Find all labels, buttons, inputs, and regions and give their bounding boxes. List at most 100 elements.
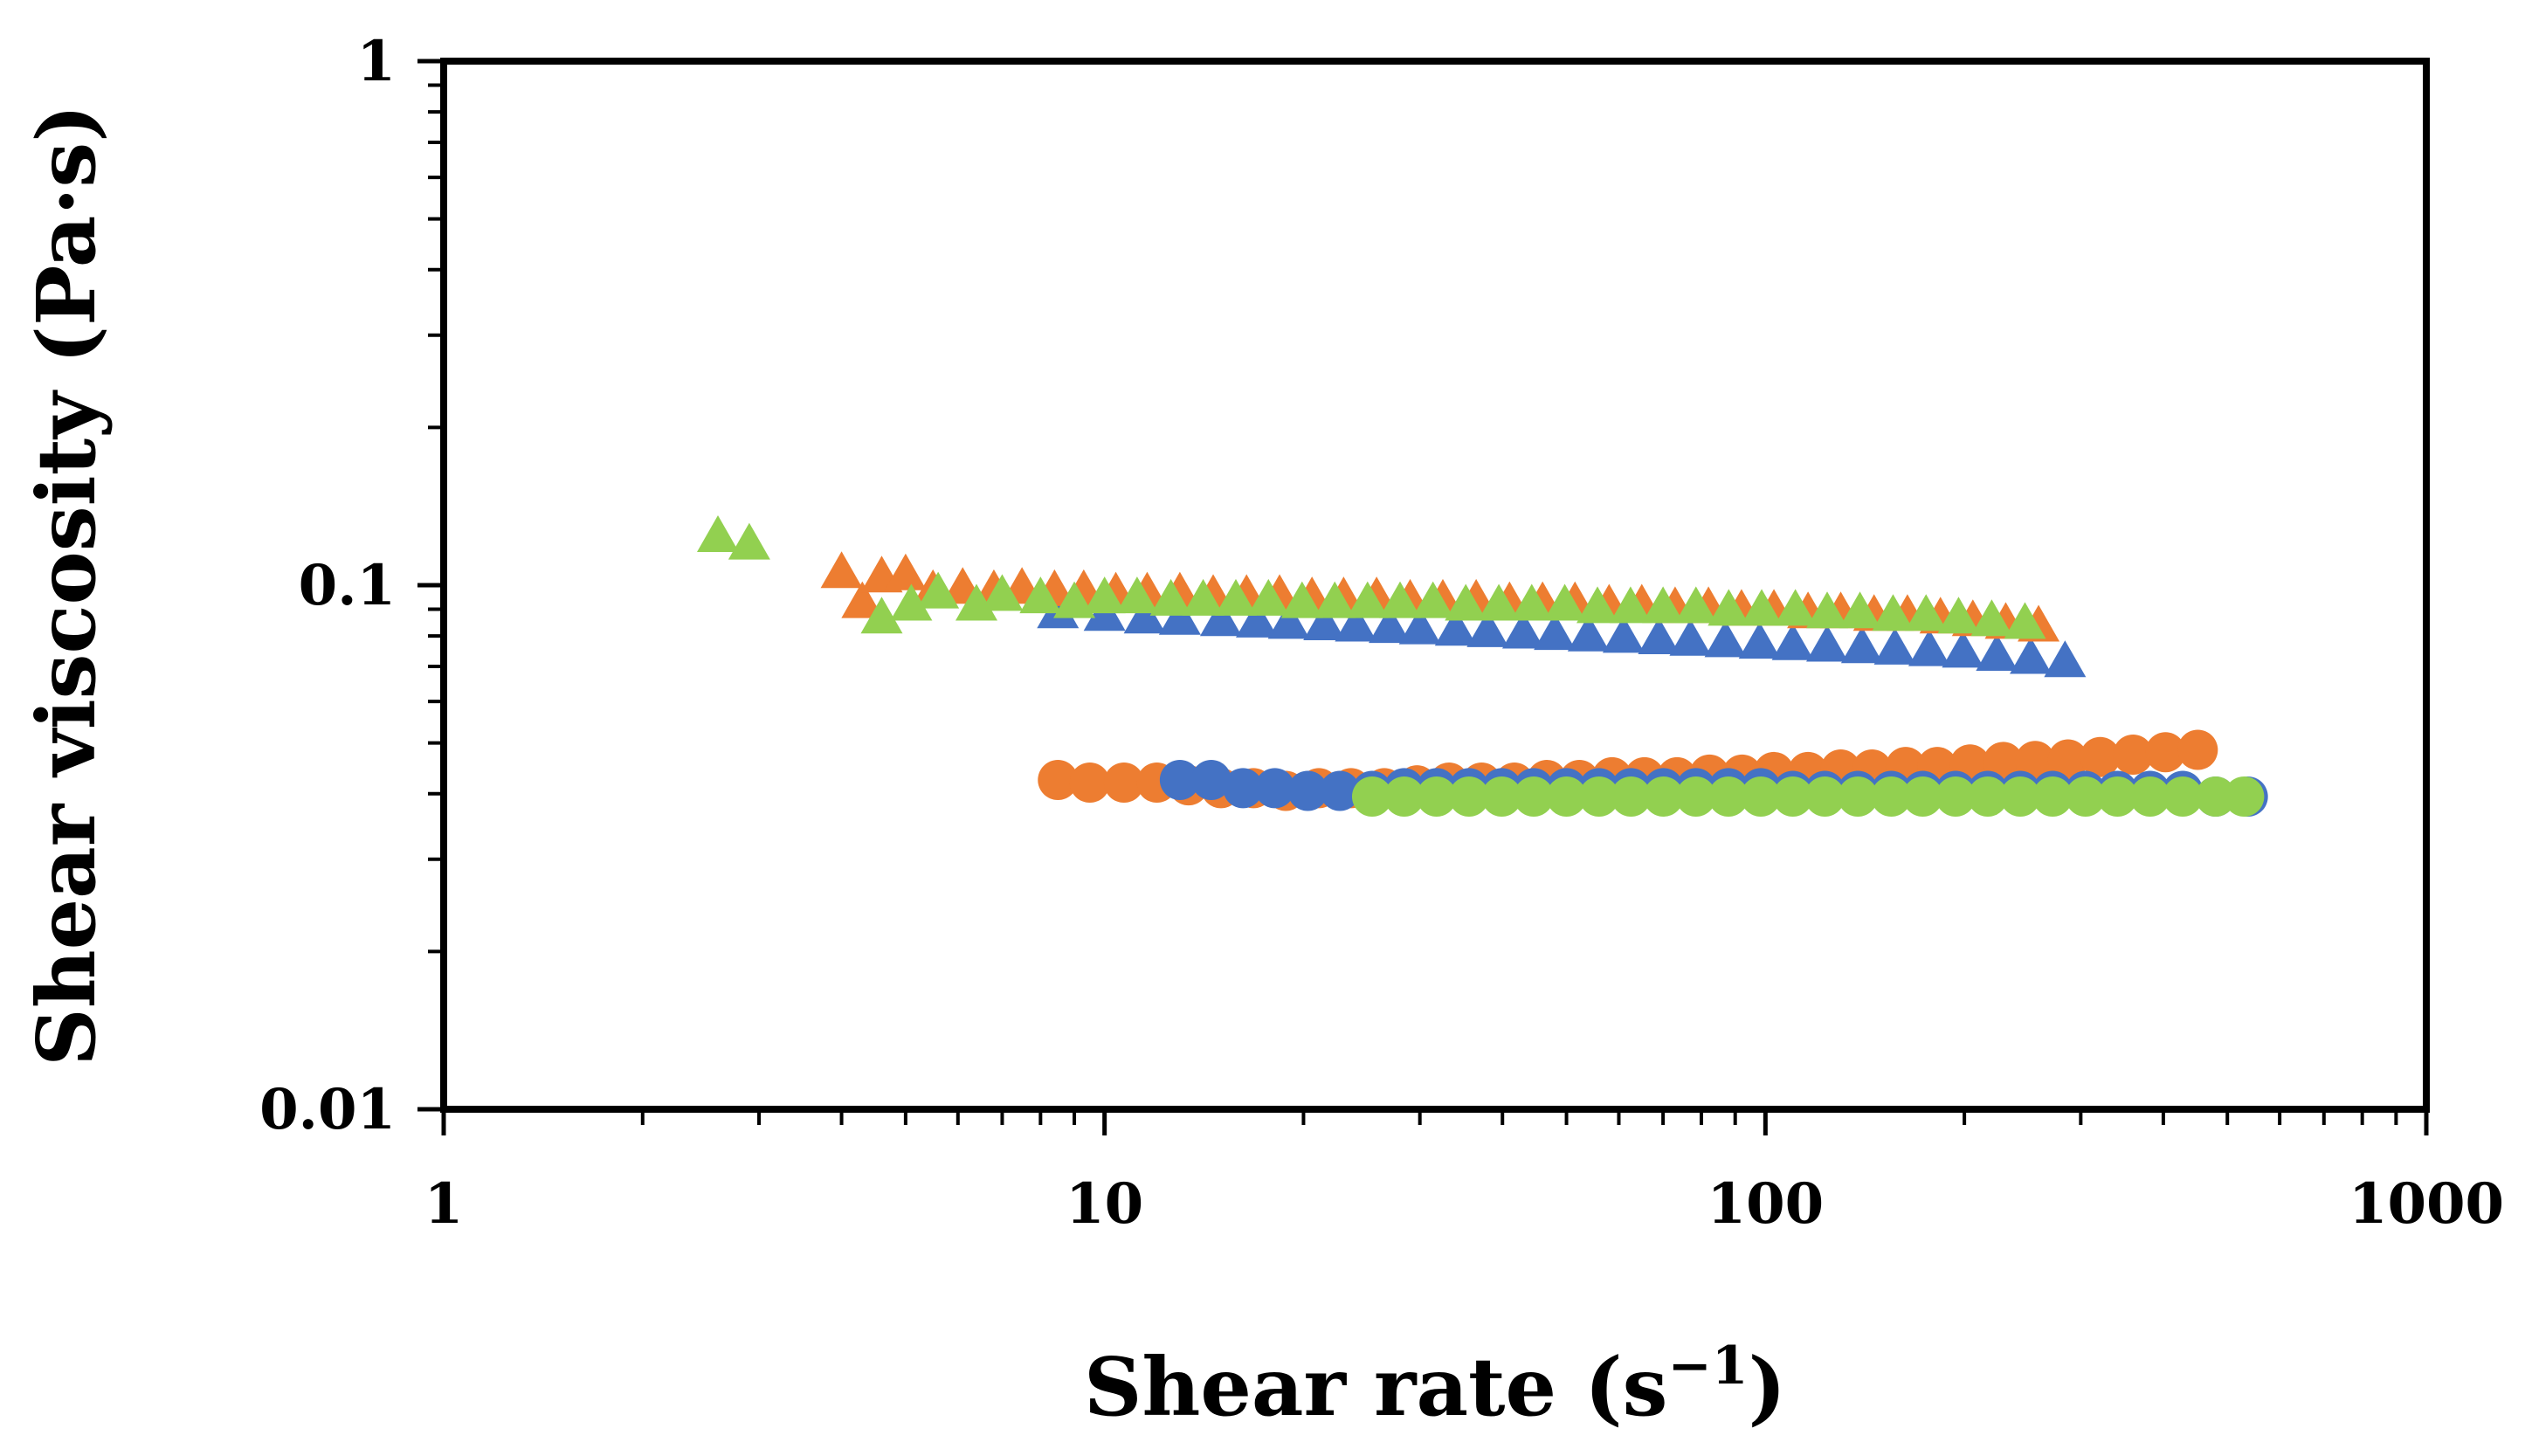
series-green-circles xyxy=(1351,776,2265,818)
triangle-marker xyxy=(1567,614,1610,652)
y-tick-label: 1 xyxy=(356,29,396,94)
triangle-marker xyxy=(820,551,863,589)
circle-marker xyxy=(1546,776,1587,818)
circle-marker xyxy=(1804,776,1845,818)
series-layer xyxy=(696,515,2268,818)
circle-marker xyxy=(2080,736,2121,777)
y-tick-label: 0.1 xyxy=(299,553,396,618)
triangle-marker xyxy=(2044,640,2087,678)
triangle-marker xyxy=(1771,623,1814,660)
circle-marker xyxy=(2177,729,2218,770)
circle-marker xyxy=(2224,776,2265,818)
circle-marker xyxy=(1190,759,1231,800)
circle-marker xyxy=(1320,770,1361,811)
circle-marker xyxy=(2195,776,2236,818)
triangle-marker xyxy=(1236,600,1279,638)
triangle-marker xyxy=(1158,597,1201,635)
circle-marker xyxy=(1481,776,1522,818)
triangle-marker xyxy=(1937,597,1980,634)
circle-marker xyxy=(1254,768,1295,809)
triangle-marker xyxy=(1602,616,1645,653)
triangle-marker xyxy=(1872,594,1914,631)
circle-marker xyxy=(1838,776,1879,818)
triangle-marker xyxy=(1314,581,1356,618)
triangle-marker xyxy=(884,553,927,590)
circle-marker xyxy=(1967,776,2008,818)
triangle-marker xyxy=(696,515,739,553)
series-green-triangles xyxy=(696,515,2046,639)
triangle-marker xyxy=(1669,618,1712,656)
triangle-marker xyxy=(1182,578,1225,616)
triangle-marker xyxy=(1741,589,1783,626)
x-tick-label: 1 xyxy=(424,1171,464,1237)
triangle-marker xyxy=(1873,627,1916,665)
circle-marker xyxy=(2113,734,2154,775)
triangle-marker xyxy=(1466,610,1509,647)
triangle-marker xyxy=(890,583,933,621)
triangle-marker xyxy=(1434,609,1477,646)
circle-marker xyxy=(2032,776,2073,818)
circle-marker xyxy=(1871,776,1912,818)
triangle-marker xyxy=(1199,599,1242,637)
triangle-marker xyxy=(1510,583,1553,621)
triangle-marker xyxy=(917,571,960,609)
series-blue-triangles xyxy=(1037,591,2087,678)
triangle-marker xyxy=(2010,637,2052,674)
triangle-marker xyxy=(1335,604,1377,642)
x-tick-label: 10 xyxy=(1066,1171,1143,1237)
x-tick-label: 1000 xyxy=(2349,1171,2504,1237)
circle-marker xyxy=(1103,763,1144,804)
circle-marker xyxy=(1772,776,1813,818)
circle-marker xyxy=(1223,768,1264,809)
triangle-marker xyxy=(1445,583,1487,621)
triangle-marker xyxy=(1115,576,1158,614)
circle-marker xyxy=(2000,776,2041,818)
triangle-marker xyxy=(1398,607,1441,645)
triangle-marker xyxy=(1346,581,1389,618)
triangle-marker xyxy=(1839,591,1881,629)
triangle-marker xyxy=(1411,581,1454,618)
triangle-marker xyxy=(1976,633,2018,671)
circle-marker xyxy=(1383,776,1425,818)
triangle-marker xyxy=(1970,599,2013,637)
y-axis-title: Shear viscosity (Pa·s) xyxy=(19,104,114,1066)
circle-marker xyxy=(1741,776,1782,818)
triangle-marker xyxy=(1840,626,1883,664)
circle-marker xyxy=(1578,776,1619,818)
triangle-marker xyxy=(1053,581,1096,618)
triangle-marker xyxy=(1501,611,1544,649)
triangle-marker xyxy=(1806,591,1849,629)
circle-marker xyxy=(2163,776,2204,818)
triangle-marker xyxy=(1674,586,1717,624)
triangle-marker xyxy=(1019,576,1062,614)
circle-marker xyxy=(1675,776,1716,818)
circle-marker xyxy=(1643,776,1684,818)
triangle-marker xyxy=(1083,576,1126,614)
triangle-marker xyxy=(1534,613,1576,651)
circle-marker xyxy=(2129,776,2170,818)
circle-marker xyxy=(1611,776,1652,818)
triangle-marker xyxy=(1303,603,1346,640)
x-axis-title-superscript: −1 xyxy=(1667,1335,1748,1397)
triangle-marker xyxy=(2004,602,2046,639)
triangle-marker xyxy=(1704,620,1747,658)
triangle-marker xyxy=(955,583,998,621)
triangle-marker xyxy=(1638,618,1680,655)
triangle-marker xyxy=(1642,586,1685,624)
triangle-marker xyxy=(1149,578,1192,616)
triangle-marker xyxy=(841,581,884,618)
triangle-marker xyxy=(1543,583,1586,621)
circle-marker xyxy=(1069,763,1110,804)
circle-marker xyxy=(2065,776,2106,818)
triangle-marker xyxy=(1379,581,1422,618)
circle-marker xyxy=(1038,759,1079,800)
triangle-marker xyxy=(1369,606,1411,644)
triangle-marker xyxy=(1280,581,1323,618)
circle-marker xyxy=(1416,776,1457,818)
triangle-marker xyxy=(1908,629,1950,666)
triangle-marker xyxy=(1738,622,1781,659)
triangle-marker xyxy=(1942,631,1984,668)
circle-marker xyxy=(2015,741,2056,782)
